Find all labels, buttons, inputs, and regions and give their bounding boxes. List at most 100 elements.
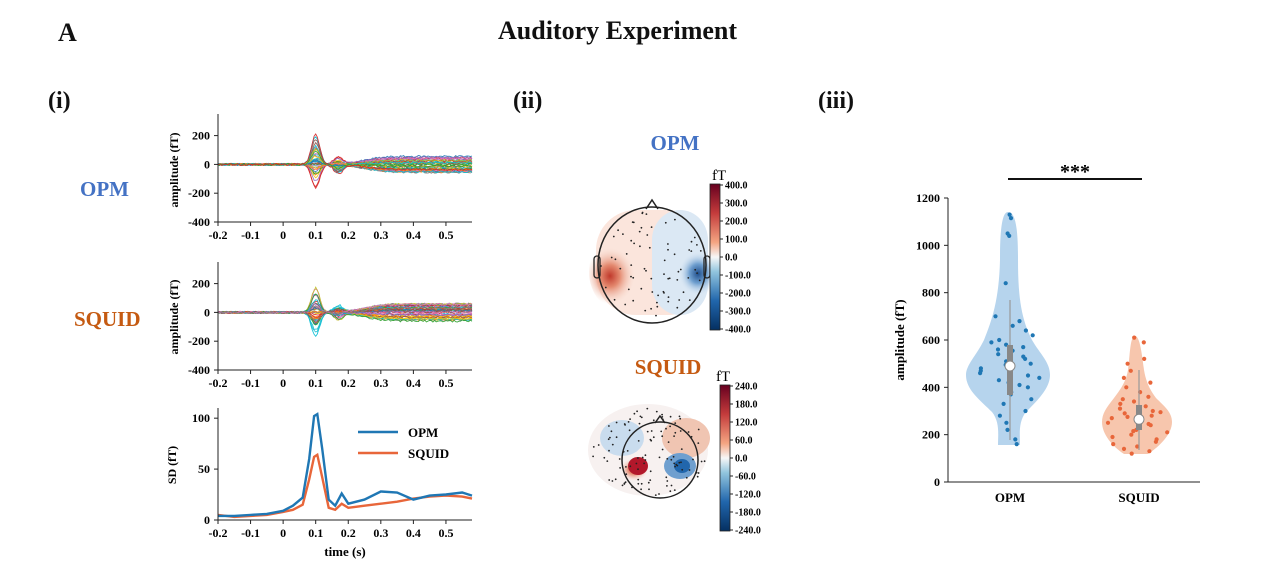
sensor-dot [674,422,677,424]
violin-data-point [1122,411,1127,416]
violin-data-point [1117,406,1123,411]
colorbar-tick-label: 400.0 [725,181,748,192]
sensor-dot [696,244,698,246]
colorbar-tick-label: -180.0 [735,508,761,519]
sensor-dot [618,458,621,460]
sensor-dot [644,454,647,457]
sensor-dot [597,444,600,446]
sensor-dot [637,468,639,471]
y-tick-label: 0 [934,475,940,489]
squid-butterfly-plot: amplitude (fT) 200 0 -200 -400 -0.2 -0.1 0 0.1… [167,262,473,390]
sensor-dot [663,273,665,275]
subpanel-label-i: (i) [48,88,71,114]
sensor-dot [696,272,698,274]
sensor-dot [678,415,681,418]
violin-data-point [1004,420,1009,425]
sensor-dot [670,484,673,487]
sensor-dot [614,478,617,481]
violin-data-point [1124,385,1129,390]
violin-data-point [1125,414,1130,419]
violin-data-point [1021,345,1026,350]
violin-data-point [1014,442,1019,447]
sensor-dot [656,301,658,304]
sensor-dot [687,277,690,279]
sensor-dot [679,268,682,271]
sensor-dot [669,425,671,428]
sensor-dot [688,469,691,471]
sensor-dot [633,412,636,415]
violin-data-point [1017,382,1022,388]
violin-data-point [1023,356,1028,361]
x-tick-label: -0.1 [241,376,260,390]
y-tick-label: 0 [204,305,210,319]
sensor-dot [674,465,676,468]
sensor-dot [667,296,670,298]
sensor-dot [670,458,673,461]
sensor-dot [679,417,682,420]
x-tick-label: 0.1 [308,376,323,390]
violin-data-point [1150,408,1155,414]
violin-data-point [1008,216,1014,221]
sd-xticks: -0.2 -0.1 0 0.1 0.2 0.3 0.4 0.5 [209,520,453,540]
sensor-dot [603,456,606,459]
violin-data-point [1153,439,1158,444]
sensor-dot [640,287,643,290]
sd-yticks: 100 50 0 [192,411,218,527]
sensor-dot [608,479,611,481]
sensor-dot [697,472,700,474]
sensor-dot [657,294,659,297]
violin-data-point [1025,385,1030,390]
sensor-dot [676,279,679,281]
violin-data-point [1120,397,1125,402]
sensor-dot [632,276,635,279]
y-tick-label: -200 [188,186,210,200]
sensor-dot [668,277,671,280]
sensor-dot [698,279,701,282]
sensor-dot [673,253,676,256]
sensor-dot [669,415,672,418]
colorbar-tick-label: 60.0 [735,436,753,447]
x-tick-label: 0.5 [438,228,453,242]
sensor-dot [622,450,625,453]
violin-data-point [1003,281,1008,286]
violin-data-point [1128,368,1133,373]
sensor-dot [606,460,609,462]
violin-data-point [1105,420,1111,425]
colorbar-tick-label: -100.0 [725,271,751,282]
colorbar-tick-label: -60.0 [735,472,756,483]
violin-data-point [1025,373,1031,378]
sensor-dot [617,229,619,232]
violin-data-point [1023,328,1028,333]
row-label-opm: OPM [80,177,129,201]
y-tick-label: 400 [922,380,940,394]
violin-data-point [1001,401,1006,406]
violin-data-point [1007,233,1012,238]
topo-squid-unit: fT [716,369,730,385]
sensor-dot [663,259,666,262]
sensor-dot [630,264,633,266]
sensor-dot [694,268,697,271]
violin-data-point [1037,375,1042,380]
sensor-dot [649,470,652,473]
violin-data-point [1110,434,1115,440]
violin-data-point [1131,399,1137,404]
butterfly-trace [217,133,473,175]
sensor-dot [611,480,614,482]
x-tick-label: 0.5 [438,526,453,540]
y-tick-label: 50 [198,462,210,476]
x-tick-label: 0.2 [341,526,356,540]
sensor-dot [630,275,632,278]
topo-opm-label: OPM [651,131,700,155]
y-tick-label: 0 [204,157,210,171]
sensor-dot [666,480,669,482]
sensor-dot [646,430,649,433]
legend-opm-label: OPM [408,425,438,440]
panel-ii-svg: OPM fT 400.0 300.0 200.0 100.0 0.0 -100.0 -200… [588,131,761,537]
topo-squid-colorbar [719,384,731,532]
sensor-dot [656,305,659,308]
sensor-dot [685,476,688,479]
x-tick-label: 0.2 [341,376,356,390]
sensor-dot [697,442,700,444]
sensor-dot [676,306,679,309]
violin-data-point [1010,323,1015,328]
